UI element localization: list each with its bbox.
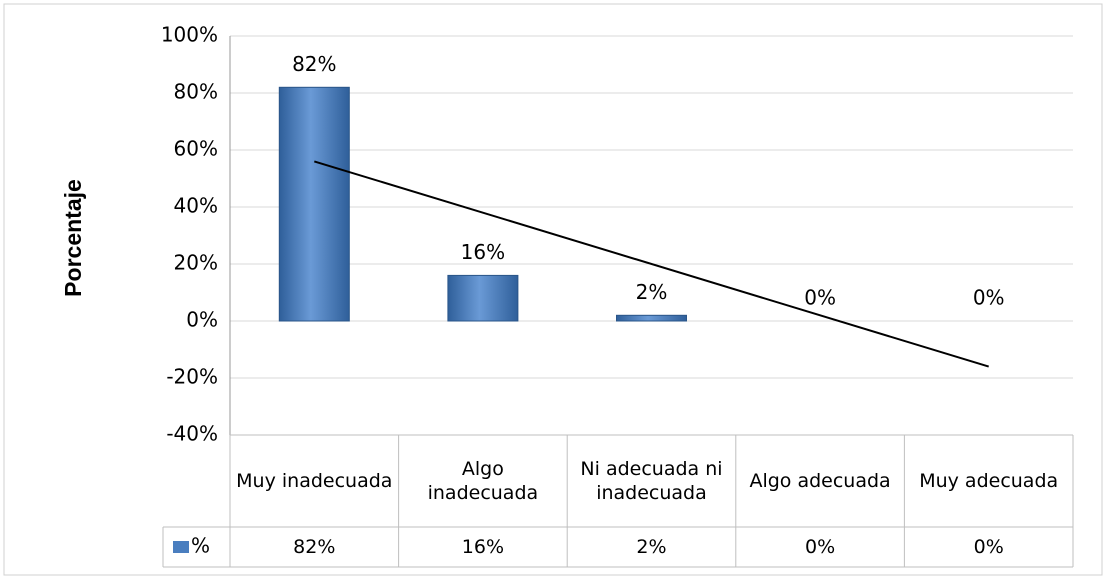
x-tick-label: Algo adecuada (749, 470, 891, 492)
table-value: 16% (461, 536, 504, 558)
y-tick-label: -20% (166, 365, 218, 389)
bar (278, 86, 350, 322)
data-label: 16% (461, 240, 505, 264)
x-tick-label: Algo inadecuada (427, 458, 539, 504)
data-label: 0% (973, 286, 1005, 310)
x-tick-label: Ni adecuada ni inadecuada (580, 458, 723, 504)
y-tick-label: 0% (186, 308, 218, 332)
x-tick-label: Muy inadecuada (236, 470, 393, 492)
data-label: 2% (636, 280, 668, 304)
y-tick-label: 100% (161, 23, 218, 47)
y-axis-title: Porcentaje (60, 179, 86, 297)
table-value: 2% (636, 536, 667, 558)
table-value: 82% (293, 536, 336, 558)
bar (616, 314, 687, 322)
data-label: 82% (292, 52, 336, 76)
trendline (314, 160, 989, 368)
y-tick-label: 40% (174, 194, 218, 218)
chart-border (3, 3, 1103, 576)
y-tick-label: -40% (166, 422, 218, 446)
x-tick-label: Muy adecuada (919, 470, 1059, 492)
data-label: 0% (804, 286, 836, 310)
legend-key (173, 541, 189, 553)
y-tick-label: 80% (174, 80, 218, 104)
y-tick-label: 20% (174, 251, 218, 275)
y-tick-label: 60% (174, 137, 218, 161)
bar (447, 274, 519, 322)
legend-label: % (191, 534, 210, 558)
table-value: 0% (805, 536, 836, 558)
table-value: 0% (973, 536, 1004, 558)
